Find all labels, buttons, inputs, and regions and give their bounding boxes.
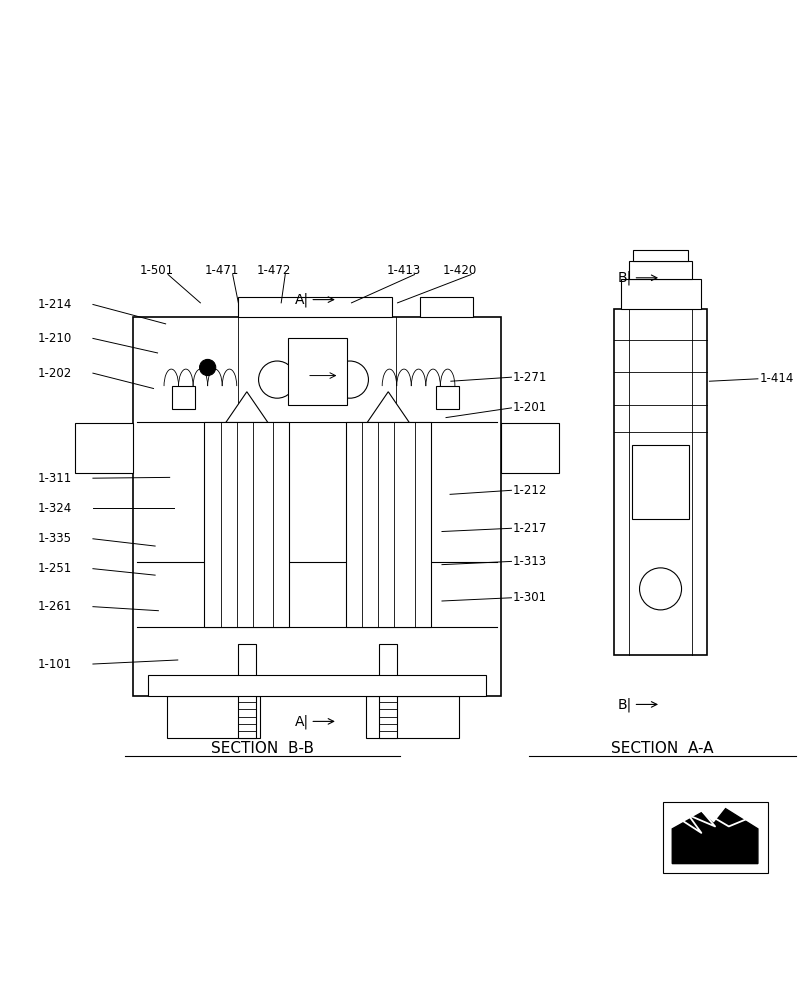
Bar: [238, 644, 255, 738]
Circle shape: [639, 568, 682, 610]
Bar: [133, 317, 501, 696]
Bar: [346, 422, 431, 627]
Text: 1-101: 1-101: [38, 658, 72, 671]
Text: 1-414: 1-414: [760, 372, 794, 385]
Text: 1-202: 1-202: [38, 367, 72, 380]
Bar: [621, 279, 701, 309]
Polygon shape: [672, 809, 758, 864]
Text: 1-261: 1-261: [38, 600, 73, 613]
Bar: [172, 386, 195, 409]
Text: 1-214: 1-214: [38, 298, 73, 311]
Text: 1-472: 1-472: [257, 264, 292, 277]
Polygon shape: [225, 392, 268, 422]
Bar: [633, 250, 688, 261]
Text: 1-271: 1-271: [513, 371, 548, 384]
Text: B|: B|: [617, 697, 632, 712]
Text: 1-324: 1-324: [38, 502, 72, 515]
Text: 1-210: 1-210: [38, 332, 72, 345]
Bar: [420, 297, 473, 317]
Text: SECTION  A-A: SECTION A-A: [612, 741, 713, 756]
Text: 1-311: 1-311: [38, 472, 72, 485]
Bar: [614, 309, 707, 655]
Circle shape: [200, 359, 216, 376]
Circle shape: [331, 361, 368, 398]
Bar: [288, 338, 347, 405]
Text: 1-501: 1-501: [140, 264, 174, 277]
Bar: [629, 261, 692, 279]
Polygon shape: [367, 392, 410, 422]
Text: A|: A|: [295, 714, 309, 729]
Text: 1-212: 1-212: [513, 484, 548, 497]
Text: 1-251: 1-251: [38, 562, 72, 575]
Circle shape: [259, 361, 296, 398]
Bar: [436, 386, 459, 409]
Bar: [663, 802, 768, 873]
Bar: [366, 696, 459, 738]
Bar: [204, 422, 289, 627]
Bar: [238, 297, 392, 317]
Text: 1-301: 1-301: [513, 591, 547, 604]
Bar: [501, 423, 559, 473]
Text: 1-217: 1-217: [513, 522, 548, 535]
Text: 1-471: 1-471: [204, 264, 239, 277]
Text: 1-313: 1-313: [513, 555, 547, 568]
Bar: [148, 675, 486, 696]
Text: B|: B|: [617, 271, 632, 285]
Text: 1-201: 1-201: [513, 401, 547, 414]
Text: A|: A|: [295, 292, 309, 307]
Text: 1-335: 1-335: [38, 532, 72, 545]
Bar: [380, 644, 398, 738]
Text: SECTION  B-B: SECTION B-B: [211, 741, 314, 756]
Bar: [167, 696, 260, 738]
Bar: [75, 423, 133, 473]
Text: 1-413: 1-413: [386, 264, 420, 277]
Text: 1-420: 1-420: [443, 264, 477, 277]
Bar: [632, 445, 689, 519]
